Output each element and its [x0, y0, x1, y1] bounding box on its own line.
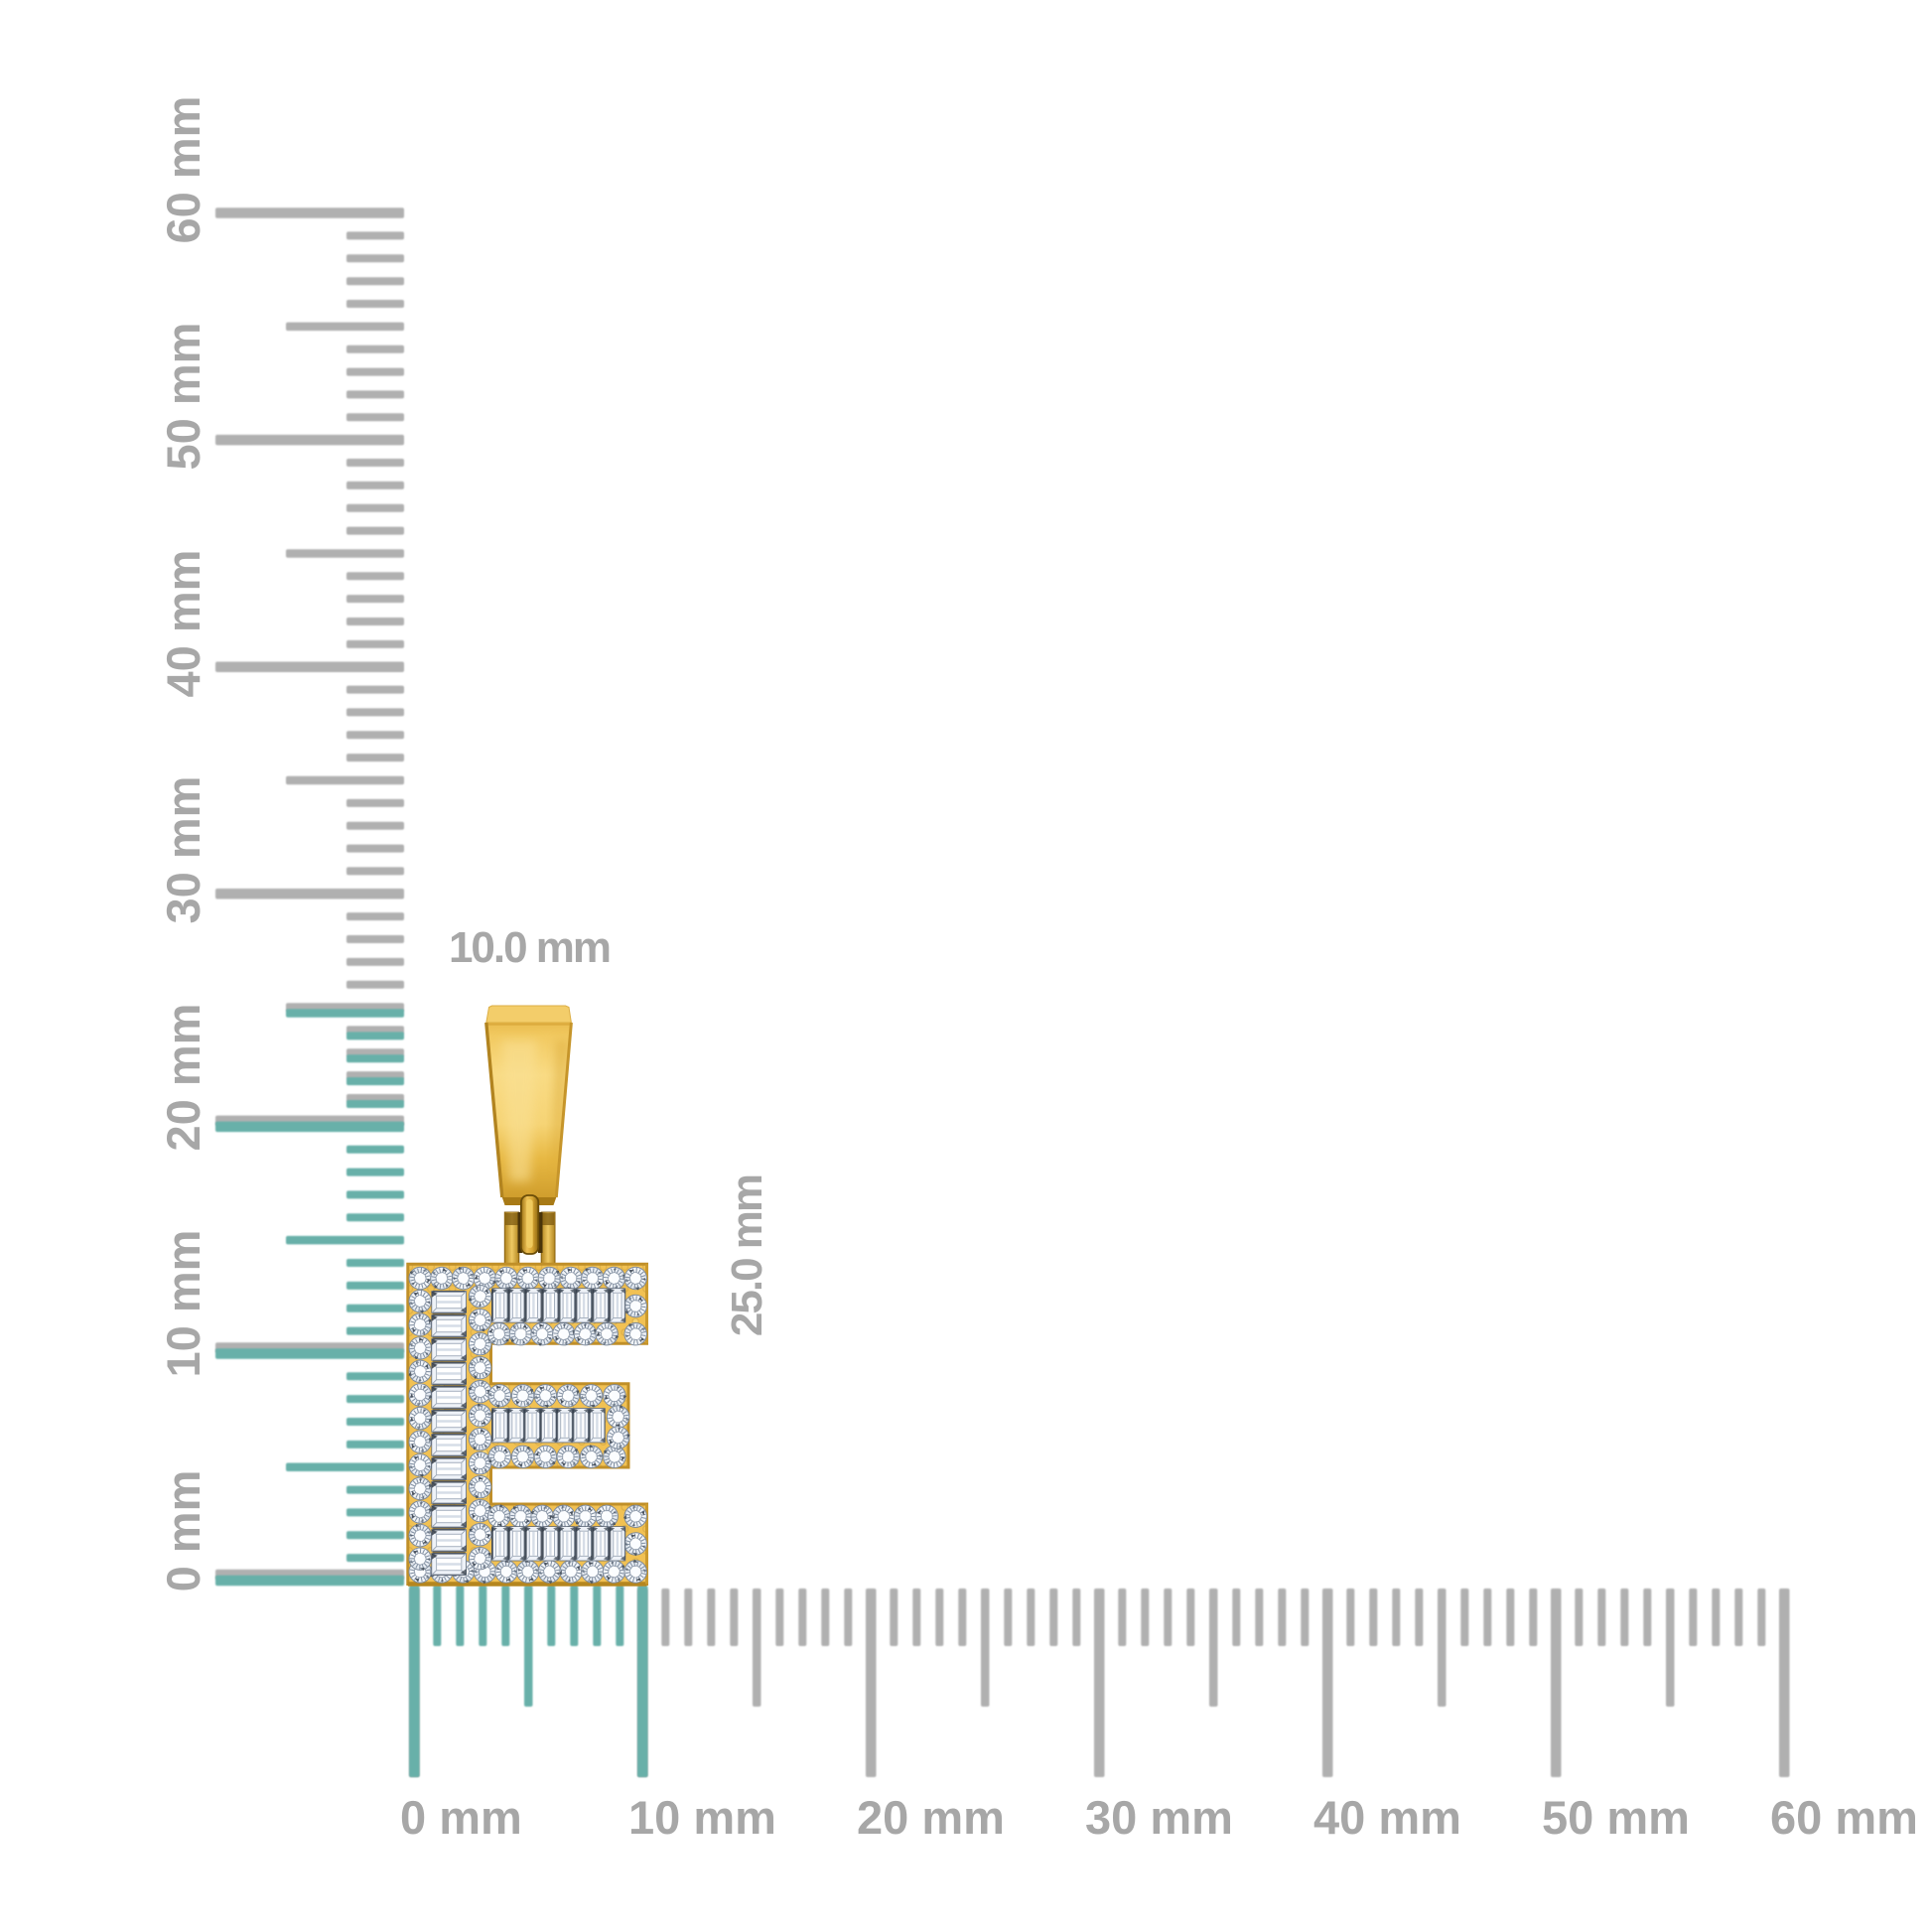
svg-text:0 mm: 0 mm — [400, 1791, 522, 1844]
svg-text:10 mm: 10 mm — [157, 1230, 209, 1378]
svg-text:40 mm: 40 mm — [157, 550, 209, 698]
svg-text:30 mm: 30 mm — [1085, 1791, 1233, 1844]
svg-text:60 mm: 60 mm — [157, 96, 209, 244]
svg-text:10 mm: 10 mm — [628, 1791, 776, 1844]
svg-text:30 mm: 30 mm — [157, 776, 209, 924]
svg-text:0 mm: 0 mm — [157, 1470, 209, 1592]
svg-text:20 mm: 20 mm — [857, 1791, 1005, 1844]
svg-text:20 mm: 20 mm — [157, 1004, 209, 1152]
svg-text:50 mm: 50 mm — [157, 323, 209, 471]
svg-text:25.0 mm: 25.0 mm — [723, 1175, 771, 1336]
svg-text:10.0 mm: 10.0 mm — [449, 923, 610, 972]
svg-text:50 mm: 50 mm — [1542, 1791, 1690, 1844]
svg-text:40 mm: 40 mm — [1313, 1791, 1461, 1844]
svg-text:60 mm: 60 mm — [1770, 1791, 1918, 1844]
